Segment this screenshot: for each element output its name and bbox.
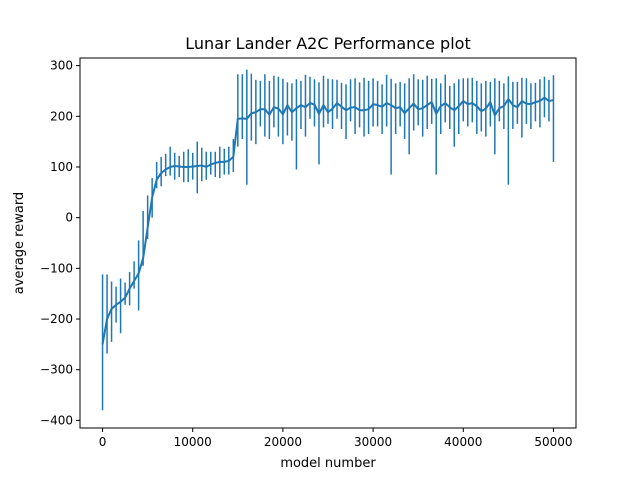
y-tick-label: −100 [40, 261, 73, 275]
x-tick-label: 20000 [264, 435, 302, 449]
x-tick-label: 10000 [174, 435, 212, 449]
x-tick-label: 0 [99, 435, 107, 449]
y-tick-label: 200 [50, 109, 73, 123]
axes-frame [79, 57, 577, 429]
x-tick-label: 30000 [354, 435, 392, 449]
chart-title: Lunar Lander A2C Performance plot [185, 34, 470, 53]
x-tick-label: 50000 [534, 435, 572, 449]
y-tick-label: −200 [40, 312, 73, 326]
x-axis-label: model number [280, 456, 376, 471]
y-tick-label: 300 [50, 59, 73, 73]
y-tick-label: −400 [40, 413, 73, 427]
y-tick-label: 0 [65, 211, 73, 225]
y-tick-label: −300 [40, 363, 73, 377]
y-tick-label: 100 [50, 160, 73, 174]
plot-area [101, 69, 555, 411]
axis-ticks: 0 10000 20000 30000 40000 50000 −400 −300 −200 −1… [40, 59, 573, 449]
y-axis-label: average reward [12, 192, 27, 294]
series-line [101, 96, 554, 345]
x-tick-label: 40000 [444, 435, 482, 449]
